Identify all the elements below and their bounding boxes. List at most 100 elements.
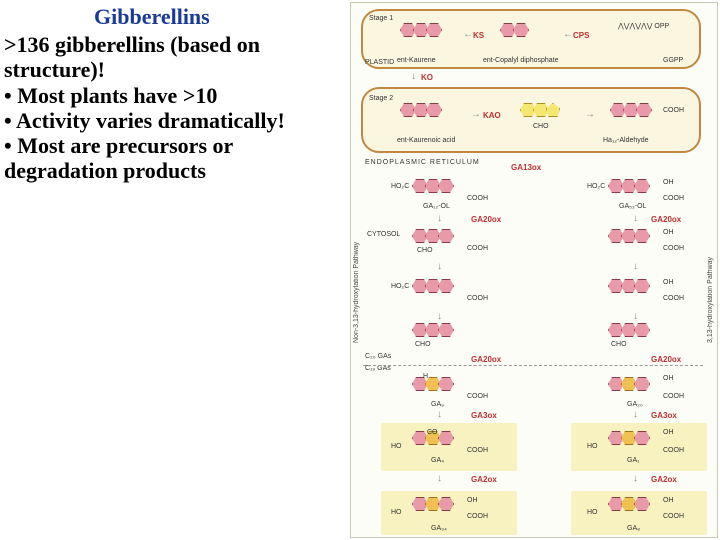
enzyme-cps: CPS — [573, 31, 589, 40]
cooh-tag: COOH — [663, 245, 684, 252]
enzyme-ga13ox: GA13ox — [511, 163, 541, 172]
c20-label: C₂₀ GAs — [365, 353, 391, 360]
cpp-label: ent-Copalyl diphosphate — [483, 57, 559, 64]
text-content: Gibberellins >136 gibberellins (based on… — [4, 4, 334, 184]
enzyme-ga2ox: GA2ox — [471, 475, 497, 484]
arrow-icon: ↓ — [633, 311, 638, 322]
enzyme-kao: KAO — [483, 111, 501, 120]
h-tag: H — [423, 373, 428, 380]
molecule — [611, 377, 650, 391]
arrow-icon: ↓ — [437, 213, 442, 224]
ggpp-label: GGPP — [663, 57, 683, 64]
molecule-aldehyde — [613, 103, 652, 117]
molecule — [415, 377, 454, 391]
arrow-icon: ↓ — [437, 261, 442, 272]
enzyme-ga2ox: GA2ox — [651, 475, 677, 484]
stage-1-box: Stage 1 KS ← CPS ← ⋀⋁⋀⋁⋀⋁ OPP ent-Kauren… — [361, 9, 701, 69]
bullet-1: • Most plants have >10 — [4, 83, 334, 108]
stage1-label: Stage 1 — [369, 15, 393, 22]
molecule — [611, 431, 650, 445]
arrow-icon: ↓ — [437, 311, 442, 322]
enzyme-ga20ox: GA20ox — [471, 215, 501, 224]
r4-left-label: GA₉ — [431, 401, 444, 408]
oh-tag: OH — [663, 279, 674, 286]
ho-tag: HO — [391, 509, 402, 516]
molecule — [611, 229, 650, 243]
ggpp-skeleton: ⋀⋁⋀⋁⋀⋁ OPP — [618, 23, 688, 30]
molecule — [611, 179, 650, 193]
arrow-icon: ↓ — [633, 261, 638, 272]
r1-left-label: GA₁₂-OL — [423, 203, 450, 210]
arrow-icon: → — [585, 109, 595, 120]
aldehyde-label: Ha₁₂-Aldehyde — [603, 137, 649, 144]
cho-tag: CHO — [611, 341, 627, 348]
cooh-tag: COOH — [467, 447, 488, 454]
pathway-right-label: 3,13-hydroxylation Pathway — [707, 203, 714, 343]
cooh-tag: COOH — [663, 513, 684, 520]
arrow-icon: ↓ — [633, 213, 638, 224]
cooh-tag: COOH — [663, 393, 684, 400]
enzyme-ga20ox: GA20ox — [651, 215, 681, 224]
line-3: degradation products — [4, 158, 334, 183]
cho-tag: CHO — [415, 341, 431, 348]
molecule — [415, 279, 454, 293]
bullet-2: • Activity varies dramatically! — [4, 108, 334, 133]
ho-tag: HO — [587, 443, 598, 450]
arrow-icon: ↓ — [437, 409, 442, 420]
molecule-mid — [523, 103, 560, 117]
oh-tag: OH — [467, 497, 478, 504]
oh-tag: OH — [663, 179, 674, 186]
c19-label: C₁₉ GAs — [365, 365, 391, 372]
cooh-tag: COOH — [663, 447, 684, 454]
cooh-tag: COOH — [663, 107, 684, 114]
arrow-icon: ↓ — [633, 409, 638, 420]
cooh-tag: COOH — [467, 393, 488, 400]
cho-tag: CHO — [533, 123, 549, 130]
enzyme-ga20ox: GA20ox — [471, 355, 501, 364]
stage-2-box: Stage 2 KAO → → COOH ent-Kaurenoic acid … — [361, 87, 701, 153]
r5-left-label: GA₄ — [431, 457, 444, 464]
cooh-tag: COOH — [663, 295, 684, 302]
hoc-tag: HO₂C — [391, 283, 409, 290]
r4-right-label: GA₂₀ — [627, 401, 643, 408]
cooh-tag: COOH — [467, 295, 488, 302]
dashed-divider — [363, 365, 703, 366]
kaurenoic-label: ent-Kaurenoic acid — [397, 137, 455, 144]
cytosol-label: CYTOSOL — [367, 231, 400, 238]
line-1: >136 gibberellins (based on — [4, 32, 334, 57]
hoc-tag: HO₂C — [391, 183, 409, 190]
bullet-3: • Most are precursors or — [4, 133, 334, 158]
biosynthesis-diagram: Stage 1 KS ← CPS ← ⋀⋁⋀⋁⋀⋁ OPP ent-Kauren… — [350, 2, 718, 538]
cho-tag: CHO — [417, 247, 433, 254]
slide-title: Gibberellins — [4, 4, 334, 30]
oh-tag: OH — [663, 375, 674, 382]
co-tag: CO — [427, 429, 438, 436]
molecule-cpp — [503, 23, 529, 37]
ho-tag: HO — [587, 509, 598, 516]
enzyme-ko: KO — [421, 73, 433, 82]
molecule — [415, 323, 454, 337]
r6-right-label: GA₈ — [627, 525, 640, 532]
r5-right-label: GA₁ — [627, 457, 639, 464]
molecule — [415, 497, 454, 511]
enzyme-ga3ox: GA3ox — [471, 411, 497, 420]
enzyme-ks: KS — [473, 31, 484, 40]
hoc-tag: HO₂C — [587, 183, 605, 190]
molecule-kaurene — [403, 23, 442, 37]
molecule — [415, 229, 454, 243]
molecule-kaurenoic — [403, 103, 442, 117]
cooh-tag: COOH — [467, 195, 488, 202]
arrow-icon: ← — [463, 29, 473, 40]
molecule — [611, 279, 650, 293]
molecule — [611, 323, 650, 337]
cooh-tag: COOH — [467, 513, 488, 520]
plastid-label: PLASTID — [365, 59, 394, 66]
enzyme-ga20ox: GA20ox — [651, 355, 681, 364]
arrow-icon: ← — [563, 29, 573, 40]
arrow-icon: ↓ — [411, 71, 416, 82]
cooh-tag: COOH — [467, 245, 488, 252]
molecule — [611, 497, 650, 511]
molecule — [415, 179, 454, 193]
pathway-left-label: Non-3,13-hydroxylation Pathway — [353, 203, 360, 343]
oh-tag: OH — [663, 497, 674, 504]
